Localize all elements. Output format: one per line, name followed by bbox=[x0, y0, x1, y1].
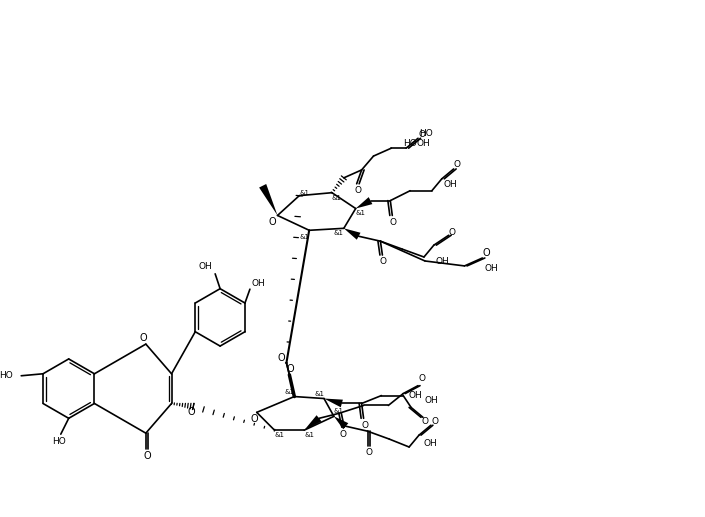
Text: OH: OH bbox=[424, 438, 438, 448]
Text: &1: &1 bbox=[299, 234, 309, 240]
Polygon shape bbox=[344, 229, 360, 240]
Text: &1: &1 bbox=[334, 230, 344, 236]
Text: &1: &1 bbox=[304, 432, 314, 438]
Text: &1: &1 bbox=[299, 190, 309, 196]
Text: HO: HO bbox=[0, 371, 13, 381]
Text: OH: OH bbox=[436, 257, 450, 266]
Text: O: O bbox=[251, 414, 259, 424]
Text: O: O bbox=[269, 217, 276, 227]
Text: &1: &1 bbox=[334, 408, 344, 415]
Text: O: O bbox=[380, 257, 387, 266]
Text: OH: OH bbox=[484, 264, 498, 273]
Text: OH: OH bbox=[198, 263, 212, 271]
Polygon shape bbox=[305, 415, 321, 430]
Polygon shape bbox=[334, 416, 348, 429]
Text: O: O bbox=[278, 353, 286, 363]
Text: O: O bbox=[448, 228, 455, 237]
Text: OH: OH bbox=[425, 396, 439, 405]
Text: O: O bbox=[422, 417, 429, 426]
Text: O: O bbox=[390, 218, 397, 227]
Text: O: O bbox=[354, 186, 361, 195]
Text: &1: &1 bbox=[355, 210, 366, 217]
Text: &1: &1 bbox=[284, 389, 295, 394]
Text: O: O bbox=[431, 417, 439, 426]
Text: &1: &1 bbox=[332, 194, 342, 201]
Text: O: O bbox=[482, 248, 490, 258]
Polygon shape bbox=[259, 184, 278, 216]
Text: O: O bbox=[365, 448, 372, 458]
Text: O: O bbox=[188, 407, 195, 417]
Text: OH: OH bbox=[443, 180, 458, 189]
Text: O: O bbox=[143, 451, 151, 461]
Text: O: O bbox=[339, 430, 346, 438]
Text: O: O bbox=[453, 160, 460, 170]
Polygon shape bbox=[356, 197, 372, 208]
Text: &1: &1 bbox=[314, 390, 324, 397]
Text: O: O bbox=[139, 333, 147, 343]
Text: O: O bbox=[286, 364, 294, 374]
Text: O: O bbox=[361, 421, 368, 430]
Text: O: O bbox=[419, 130, 426, 139]
Text: O: O bbox=[419, 374, 426, 383]
Text: HO: HO bbox=[52, 436, 66, 446]
Text: OH: OH bbox=[408, 391, 422, 400]
Polygon shape bbox=[324, 399, 343, 407]
Text: HO: HO bbox=[419, 129, 433, 138]
Text: OH: OH bbox=[252, 279, 266, 288]
Text: &1: &1 bbox=[274, 432, 285, 438]
Text: OH: OH bbox=[416, 139, 430, 148]
Text: HO: HO bbox=[403, 139, 417, 148]
